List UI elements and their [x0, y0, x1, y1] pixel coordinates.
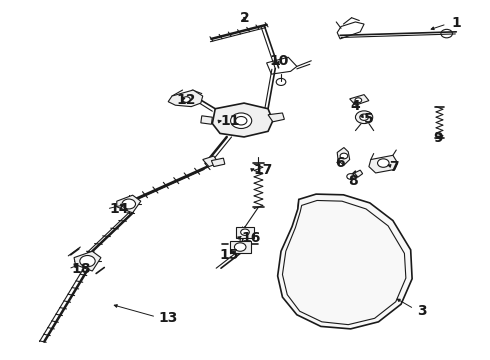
Text: 8: 8 [348, 174, 358, 188]
Text: 17: 17 [254, 163, 273, 177]
Text: 1: 1 [451, 16, 461, 30]
Text: 12: 12 [177, 93, 196, 107]
Text: 7: 7 [389, 159, 399, 174]
Polygon shape [236, 227, 254, 238]
Polygon shape [268, 113, 284, 122]
Text: 15: 15 [220, 248, 240, 262]
Text: 9: 9 [434, 131, 443, 145]
Circle shape [377, 159, 389, 167]
Polygon shape [350, 95, 369, 105]
Circle shape [183, 97, 190, 102]
Circle shape [80, 256, 95, 267]
Text: 4: 4 [350, 99, 360, 113]
Polygon shape [168, 90, 203, 107]
Circle shape [231, 113, 252, 129]
Polygon shape [117, 195, 141, 213]
Circle shape [241, 229, 249, 235]
Polygon shape [211, 158, 225, 167]
Polygon shape [230, 241, 251, 253]
Text: 10: 10 [270, 54, 289, 68]
Circle shape [235, 117, 247, 125]
Polygon shape [354, 170, 363, 177]
Circle shape [234, 243, 246, 251]
Polygon shape [369, 155, 398, 173]
Text: 2: 2 [240, 11, 250, 25]
Polygon shape [74, 251, 101, 271]
Text: 3: 3 [417, 304, 426, 318]
Polygon shape [203, 156, 219, 167]
Text: 18: 18 [71, 262, 91, 276]
Polygon shape [337, 148, 350, 165]
Text: 14: 14 [110, 202, 129, 216]
Text: 6: 6 [335, 156, 345, 170]
Circle shape [355, 98, 362, 103]
Text: 5: 5 [364, 112, 374, 126]
Text: 11: 11 [220, 114, 240, 128]
Polygon shape [212, 103, 273, 137]
Circle shape [360, 114, 368, 120]
Text: 13: 13 [159, 311, 178, 325]
Text: 16: 16 [241, 231, 261, 245]
Circle shape [340, 153, 348, 159]
Polygon shape [278, 194, 412, 329]
Circle shape [347, 174, 354, 179]
Circle shape [355, 111, 373, 123]
Circle shape [122, 199, 136, 209]
Polygon shape [201, 116, 212, 124]
